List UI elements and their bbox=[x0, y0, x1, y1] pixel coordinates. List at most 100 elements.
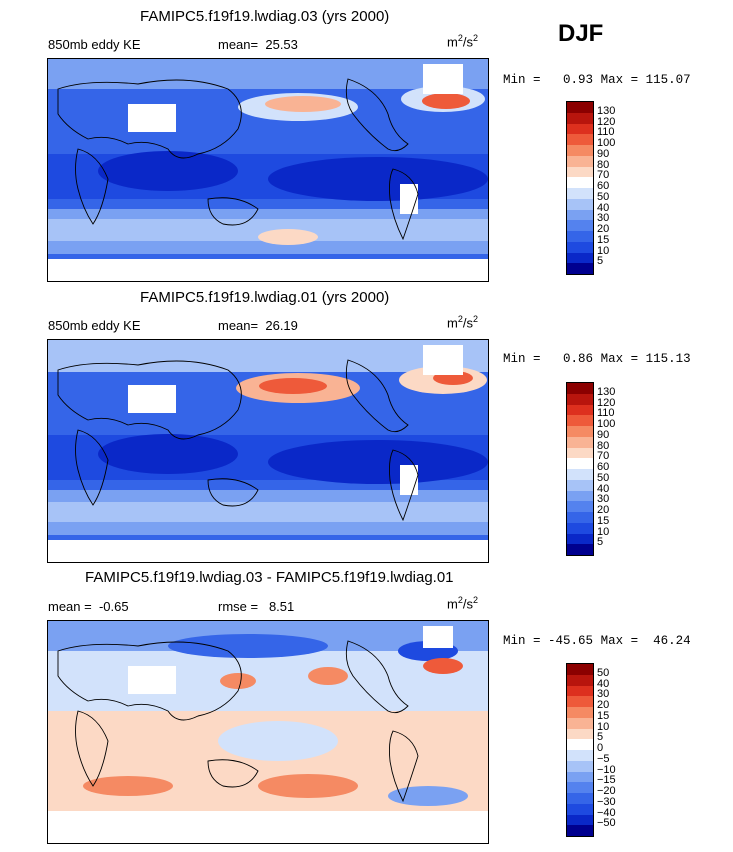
panel3-mean-label: mean = bbox=[48, 599, 92, 614]
colorbar-swatch bbox=[567, 436, 593, 448]
colorbar-swatch bbox=[567, 739, 593, 750]
colorbar-tick-label: 80 bbox=[597, 439, 610, 452]
panel3-coastlines bbox=[57, 640, 419, 803]
panel3-max-value: 46.24 bbox=[653, 634, 691, 648]
panel3-south-pacific-positive bbox=[258, 774, 358, 798]
panel2-map-svg bbox=[48, 340, 488, 562]
units-exp2: 2 bbox=[472, 595, 478, 605]
colorbar-tick-label: 15 bbox=[597, 709, 610, 722]
colorbar-tick-label: 100 bbox=[597, 418, 616, 430]
panel1-map bbox=[47, 58, 489, 282]
units-base: m bbox=[447, 34, 458, 50]
units-base: m bbox=[447, 596, 458, 612]
colorbar-tick-label: 120 bbox=[597, 396, 616, 409]
colorbar-swatch bbox=[567, 490, 593, 502]
units-mid: /s bbox=[462, 596, 473, 612]
panel3-units: m2/s2 bbox=[447, 595, 478, 611]
colorbar-swatch bbox=[567, 198, 593, 210]
colorbar-tick-label: 10 bbox=[597, 720, 610, 733]
panel2-map bbox=[47, 339, 489, 563]
colorbar-tick-label: 50 bbox=[597, 471, 610, 484]
panel2-units: m2/s2 bbox=[447, 314, 478, 330]
panel2-mean-value: 26.19 bbox=[265, 318, 298, 333]
panel3-rmse-label: rmse = bbox=[218, 599, 259, 614]
colorbar-swatch bbox=[567, 231, 593, 242]
units-exp1: 2 bbox=[457, 33, 463, 43]
panel3-title: FAMIPC5.f19f19.lwdiag.03 - FAMIPC5.f19f1… bbox=[85, 569, 454, 586]
colorbar-swatch bbox=[567, 209, 593, 221]
colorbar-swatch bbox=[567, 155, 593, 167]
units-base: m bbox=[447, 315, 458, 331]
colorbar-swatch bbox=[567, 674, 593, 686]
colorbar-swatch bbox=[567, 134, 593, 145]
colorbar-swatch bbox=[567, 522, 593, 534]
units-exp1: 2 bbox=[457, 595, 463, 605]
units-mid: /s bbox=[462, 34, 473, 50]
panel2-title: FAMIPC5.f19f19.lwdiag.01 (yrs 2000) bbox=[140, 289, 390, 306]
panel1-missing-antarctica bbox=[48, 259, 488, 281]
panel3-pacific-positive bbox=[308, 667, 348, 685]
colorbar-swatch bbox=[567, 750, 593, 761]
panel1-band-south-core bbox=[48, 219, 488, 241]
colorbar-tick-label: 70 bbox=[597, 450, 610, 463]
colorbar-tick-label: 110 bbox=[597, 126, 615, 139]
panel3-colorbar bbox=[566, 663, 594, 837]
panel3-rmse-value: 8.51 bbox=[268, 599, 295, 614]
panel1-pacific-track bbox=[265, 96, 341, 112]
colorbar-tick-label: 100 bbox=[597, 137, 616, 149]
panel2-variable: 850mb eddy KE bbox=[48, 318, 141, 333]
colorbar-tick-label: 20 bbox=[597, 504, 610, 516]
colorbar-tick-label: 130 bbox=[597, 385, 616, 398]
panel1-missing-tibet bbox=[128, 104, 176, 132]
colorbar-tick-label: 30 bbox=[597, 688, 610, 701]
panel3-missing-antarctica bbox=[48, 811, 488, 843]
colorbar-tick-label: −50 bbox=[597, 817, 616, 830]
panel1-missing-greenland bbox=[423, 64, 463, 94]
colorbar-tick-label: 60 bbox=[597, 180, 610, 192]
panel1-band-north bbox=[48, 59, 488, 89]
panel2-mean-label: mean= bbox=[218, 318, 259, 333]
colorbar-swatch bbox=[567, 814, 593, 826]
panel3-mean: mean = -0.65 bbox=[48, 599, 129, 614]
panel2-max-label: Max = bbox=[600, 352, 639, 366]
colorbar-swatch bbox=[567, 112, 593, 124]
colorbar-tick-label: −5 bbox=[597, 752, 610, 765]
colorbar-tick-label: 20 bbox=[597, 223, 610, 235]
colorbar-swatch bbox=[567, 241, 593, 253]
colorbar-swatch bbox=[567, 533, 593, 545]
colorbar-tick-label: 60 bbox=[597, 461, 610, 473]
colorbar-swatch bbox=[567, 252, 593, 264]
colorbar-tick-label: 5 bbox=[597, 255, 604, 268]
colorbar-swatch bbox=[567, 145, 593, 156]
units-mid: /s bbox=[462, 315, 473, 331]
units-exp1: 2 bbox=[457, 314, 463, 324]
colorbar-tick-label: 20 bbox=[597, 699, 610, 711]
panel2-minmax: Min = 0.86 Max = 115.13 bbox=[503, 352, 691, 366]
colorbar-swatch bbox=[567, 404, 593, 416]
panel3-minmax: Min = -45.65 Max = 46.24 bbox=[503, 634, 691, 648]
colorbar-swatch bbox=[567, 458, 593, 469]
colorbar-tick-label: 80 bbox=[597, 158, 610, 171]
colorbar-swatch bbox=[567, 177, 593, 188]
colorbar-tick-label: 5 bbox=[597, 731, 604, 744]
panel1-variable: 850mb eddy KE bbox=[48, 37, 141, 52]
colorbar-tick-label: −10 bbox=[597, 763, 616, 776]
colorbar-swatch bbox=[567, 166, 593, 178]
colorbar-tick-label: 10 bbox=[597, 244, 610, 257]
panel2-max-value: 115.13 bbox=[645, 352, 691, 366]
colorbar-tick-label: 0 bbox=[597, 742, 604, 754]
panel3-min-value: -45.65 bbox=[548, 634, 594, 648]
panel2-tropic-dark-west bbox=[98, 434, 238, 474]
panel1-max-value: 115.07 bbox=[645, 73, 691, 87]
colorbar-tick-label: 30 bbox=[597, 212, 610, 225]
colorbar-tick-label: 70 bbox=[597, 169, 610, 182]
colorbar-swatch bbox=[567, 544, 593, 555]
panel2-missing-andes bbox=[400, 465, 418, 495]
colorbar-swatch bbox=[567, 707, 593, 718]
colorbar-swatch bbox=[567, 383, 593, 394]
panel2-min-value: 0.86 bbox=[563, 352, 594, 366]
panel1-min-label: Min = bbox=[503, 73, 541, 87]
colorbar-swatch bbox=[567, 793, 593, 804]
panel3-tropic-negative bbox=[218, 721, 338, 761]
panel1-tropic-dark-west bbox=[98, 151, 238, 191]
